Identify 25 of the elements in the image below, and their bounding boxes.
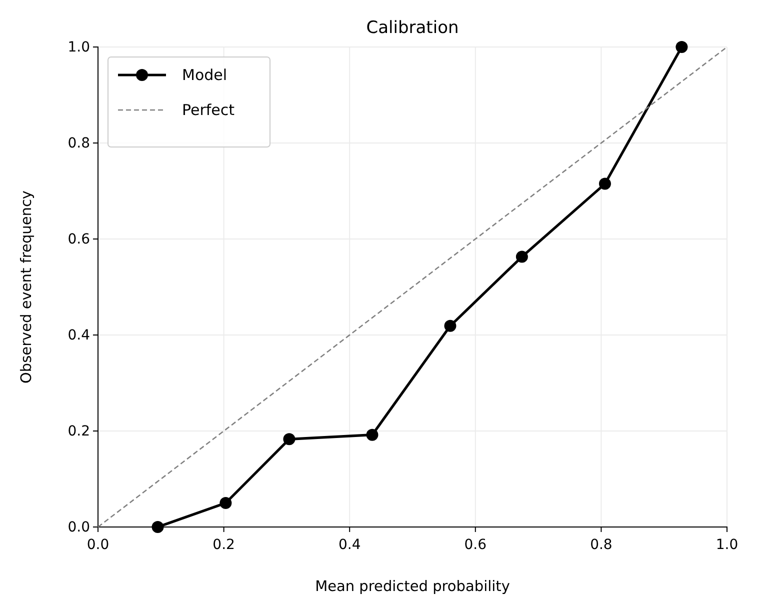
chart-title: Calibration: [366, 18, 459, 38]
legend-label: Model: [182, 66, 228, 84]
y-tick-label: 0.6: [68, 231, 90, 248]
y-tick-label: 0.8: [68, 135, 90, 152]
point: [676, 41, 688, 53]
point: [444, 320, 456, 332]
y-tick-label: 1.0: [68, 39, 90, 56]
point: [598, 178, 611, 190]
x-axis-title: Mean predicted probability: [315, 579, 510, 595]
point: [283, 433, 296, 446]
point: [152, 521, 164, 533]
x-tick-label: 0.2: [212, 537, 235, 553]
x-tick-label: 0.0: [86, 537, 110, 553]
y-tick-label: 0.0: [68, 519, 90, 536]
legend-label: Perfect: [182, 101, 235, 119]
x-tick-label: 1.0: [716, 537, 738, 553]
y-tick-label: 0.4: [68, 327, 90, 344]
y-axis-title: Observed event frequency: [19, 190, 35, 384]
x-tick-label: 0.6: [464, 537, 487, 553]
point: [366, 428, 378, 441]
x-tick-label: 0.8: [590, 537, 612, 553]
y-tick-label: 0.2: [68, 423, 90, 440]
x-tick-label: 0.4: [338, 537, 361, 553]
point: [220, 497, 232, 509]
point: [516, 250, 528, 263]
